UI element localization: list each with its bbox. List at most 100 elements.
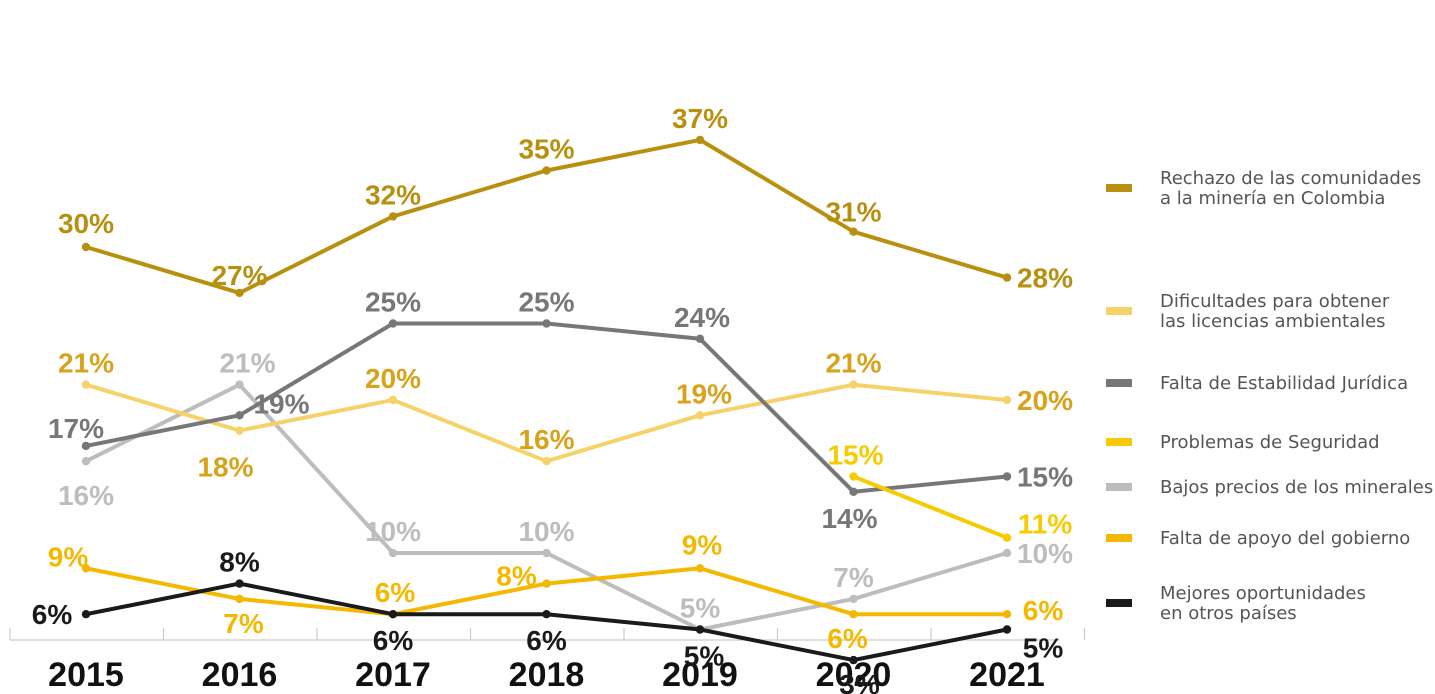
series-4-data-label: 16% — [58, 480, 114, 511]
legend-swatch — [1106, 379, 1132, 387]
series-6-point — [542, 610, 551, 619]
series-2-point — [542, 319, 551, 328]
series-0-point — [849, 227, 858, 236]
series-lines — [81, 135, 1012, 665]
series-0-point — [235, 288, 244, 298]
x-axis: 2015 2016 2017 2018 2019 2020 2021 — [9, 628, 1086, 694]
series-0-point — [388, 212, 398, 221]
series-2-point — [388, 319, 398, 328]
legend-swatch — [1106, 534, 1132, 542]
legend-label: Rechazo de las comunidades — [1160, 168, 1421, 189]
series-6-data-label: 8% — [219, 547, 260, 578]
series-4-point — [849, 594, 858, 604]
series-1-data-label: 19% — [676, 378, 732, 409]
series-6-point — [695, 625, 705, 634]
series-6-data-label: 6% — [526, 625, 567, 656]
series-5-data-label: 8% — [496, 561, 537, 592]
series-5-data-label: 9% — [48, 541, 89, 572]
series-4-point — [388, 548, 398, 558]
series-6-point — [1002, 625, 1012, 634]
legend-label: las licencias ambientales — [1160, 311, 1386, 332]
series-1-point — [695, 411, 705, 420]
series-6-data-label: 6% — [373, 625, 414, 656]
series-2-data-label: 19% — [253, 388, 309, 419]
series-2-point — [1002, 472, 1012, 481]
series-3-data-label: 15% — [827, 440, 883, 471]
series-6-data-label: 5% — [684, 641, 725, 672]
series-2-point — [81, 441, 91, 451]
series-1-point — [235, 426, 244, 435]
series-4-data-label: 10% — [1017, 538, 1073, 569]
series-0-point — [695, 135, 705, 145]
series-5-data-label: 9% — [682, 529, 723, 560]
legend-swatch — [1106, 438, 1132, 446]
legend-swatch — [1106, 599, 1132, 607]
series-5-point — [1002, 610, 1012, 619]
series-2-data-label: 14% — [821, 503, 877, 534]
series-3-data-label: 11% — [1018, 509, 1073, 540]
series-1-data-label: 21% — [58, 348, 114, 379]
legend-label: Mejores oportunidades — [1160, 583, 1366, 604]
series-4-data-label: 10% — [518, 516, 574, 547]
series-2-data-label: 15% — [1017, 462, 1073, 493]
series-1-point — [1002, 395, 1012, 405]
x-tick-label: 2018 — [509, 656, 585, 694]
series-0-data-label: 27% — [211, 260, 267, 291]
series-1-data-label: 20% — [1017, 385, 1073, 416]
x-tick-label: 2021 — [969, 656, 1045, 694]
series-4-point — [81, 457, 91, 466]
series-1-data-label: 20% — [365, 363, 421, 394]
series-4-point — [1002, 548, 1012, 558]
series-6-point — [235, 579, 244, 588]
legend-swatch — [1106, 483, 1132, 491]
series-6-point — [81, 610, 91, 619]
series-2-data-label: 25% — [365, 287, 421, 318]
series-5-point — [849, 610, 858, 619]
legend-label: Falta de apoyo del gobierno — [1160, 528, 1410, 549]
series-5-point — [81, 564, 91, 573]
series-4-data-label: 5% — [680, 593, 721, 624]
series-6-point — [849, 655, 858, 665]
series-0-point — [1002, 273, 1012, 282]
series-0-data-label: 30% — [58, 208, 114, 239]
legend-label: en otros países — [1160, 603, 1297, 624]
x-tick-label: 2019 — [662, 656, 738, 694]
series-0-data-label: 31% — [825, 197, 881, 228]
series-4-data-label: 10% — [365, 516, 421, 547]
series-5-point — [695, 564, 705, 573]
x-tick-label: 2017 — [355, 656, 431, 694]
legend-label: Bajos precios de los minerales — [1160, 477, 1433, 498]
series-0-point — [542, 166, 551, 175]
x-tick-label: 2016 — [202, 656, 278, 694]
series-1-data-label: 18% — [197, 452, 253, 483]
series-2-point — [235, 411, 244, 420]
series-2-data-label: 25% — [518, 287, 574, 318]
series-6-point — [388, 610, 398, 619]
series-6-data-label: 6% — [32, 599, 73, 630]
series-5-point — [235, 594, 244, 604]
series-6-data-label: 3% — [839, 669, 880, 694]
legend-label: a la minería en Colombia — [1160, 188, 1385, 209]
legend-swatch — [1106, 307, 1132, 315]
series-4-point — [542, 548, 551, 558]
series-1-data-label: 21% — [825, 348, 881, 379]
x-tick-label: 2015 — [48, 656, 124, 694]
series-1-point — [849, 380, 858, 389]
series-2-data-label: 17% — [48, 413, 104, 444]
series-0-data-label: 32% — [365, 179, 421, 210]
series-0-data-label: 35% — [518, 134, 574, 165]
series-6-data-label: 5% — [1023, 633, 1064, 664]
series-4-data-label: 7% — [833, 562, 874, 593]
series-1-point — [542, 457, 551, 466]
series-2-point — [849, 487, 858, 496]
legend-label: Falta de Estabilidad Jurídica — [1160, 373, 1408, 394]
series-5-data-label: 6% — [1023, 595, 1064, 626]
data-labels: 16% 21% 10% 10% 5% 7% 10% 21% 18% 20% 16% 19% 21% 20%… — [32, 103, 1073, 694]
series-4-point — [235, 380, 244, 389]
legend-label: Problemas de Seguridad — [1160, 432, 1380, 453]
series-4-data-label: 21% — [219, 348, 275, 379]
series-1-point — [388, 395, 398, 405]
series-0-point — [81, 242, 91, 252]
